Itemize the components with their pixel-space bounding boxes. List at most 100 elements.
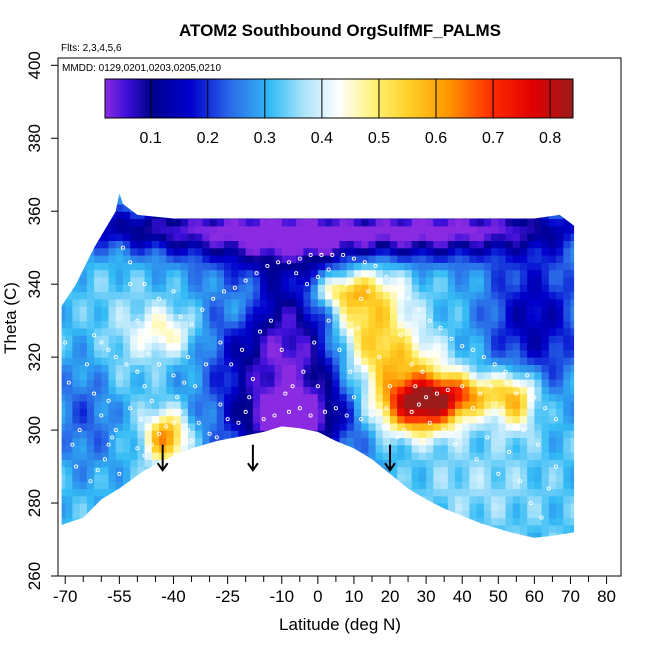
heatmap-cell	[94, 495, 102, 504]
sample-point	[528, 500, 533, 506]
heatmap-cell	[476, 291, 485, 300]
heatmap-cell	[303, 327, 312, 336]
heatmap-cell	[397, 255, 405, 263]
heatmap-cell	[332, 422, 341, 431]
heatmap-cell	[404, 240, 413, 249]
heatmap-cell	[440, 225, 449, 234]
heatmap-cell	[346, 532, 355, 538]
heatmap-cell	[310, 452, 319, 460]
heatmap-cell	[375, 386, 384, 395]
heatmap-cell	[397, 313, 405, 322]
heatmap-cell	[448, 182, 456, 190]
heatmap-cell	[353, 379, 362, 387]
sample-point	[460, 344, 465, 349]
heatmap-cell	[483, 452, 492, 460]
heatmap-cell	[144, 291, 153, 300]
sample-point	[77, 428, 82, 433]
heatmap-cell	[390, 503, 398, 511]
heatmap-cell	[166, 379, 175, 387]
heatmap-cell	[375, 211, 384, 220]
heatmap-cell	[137, 488, 146, 497]
heatmap-cell	[491, 430, 499, 438]
heatmap-cell	[173, 422, 182, 431]
heatmap-cell	[101, 225, 110, 234]
heatmap-cell	[245, 284, 254, 293]
sample-point	[138, 417, 144, 422]
heatmap-cell	[447, 466, 456, 475]
heatmap-cell	[498, 408, 507, 417]
heatmap-cell	[353, 269, 362, 278]
heatmap-cell	[462, 386, 470, 395]
heatmap-cell	[310, 203, 319, 212]
sample-point	[102, 457, 107, 462]
heatmap-cell	[61, 298, 66, 307]
heatmap-cell	[180, 262, 189, 271]
heatmap-cell	[195, 452, 203, 460]
heatmap-cell	[447, 379, 456, 387]
heatmap-cell	[361, 379, 369, 387]
heatmap-cell	[339, 313, 348, 322]
sample-point	[409, 362, 414, 367]
heatmap-cell	[209, 196, 218, 205]
heatmap-cell	[151, 233, 160, 241]
heatmap-cell	[173, 291, 182, 300]
sample-point	[395, 285, 400, 290]
sample-point	[427, 318, 432, 323]
heatmap-cell	[339, 192, 348, 198]
heatmap-cell	[72, 466, 81, 475]
heatmap-cell	[86, 364, 95, 373]
heatmap-cell	[527, 203, 535, 212]
heatmap-cell	[332, 415, 341, 424]
sample-point	[221, 289, 227, 294]
heatmap-cell	[166, 313, 175, 322]
heatmap-cell	[382, 437, 391, 446]
heatmap-cell	[202, 503, 211, 511]
heatmap-cell	[325, 422, 333, 431]
heatmap-cell	[202, 240, 211, 249]
heatmap-cell	[180, 342, 189, 351]
heatmap-cell	[368, 517, 377, 526]
heatmap-cell	[180, 379, 189, 387]
heatmap-cell	[115, 233, 124, 241]
heatmap-cell	[86, 466, 95, 475]
heatmap-cell	[245, 393, 254, 402]
heatmap-cell	[310, 218, 319, 227]
heatmap-cell	[202, 262, 211, 271]
heatmap-cell	[310, 400, 319, 409]
heatmap-cell	[79, 510, 88, 519]
heatmap-cell	[130, 218, 138, 227]
heatmap-cell	[476, 495, 485, 504]
heatmap-cell	[303, 240, 312, 249]
heatmap-cell	[411, 203, 420, 212]
heatmap-cell	[404, 211, 413, 220]
heatmap-cell	[173, 335, 182, 344]
heatmap-cell	[563, 233, 572, 241]
heatmap-cell	[382, 335, 391, 344]
heatmap-cell	[108, 225, 117, 234]
heatmap-cell	[390, 437, 398, 446]
heatmap-cell	[238, 495, 247, 504]
heatmap-cell	[440, 495, 449, 504]
heatmap-cell	[476, 371, 485, 380]
heatmap-cell	[195, 488, 203, 497]
heatmap-cell	[556, 524, 564, 533]
heatmap-cell	[216, 459, 225, 468]
heatmap-cell	[462, 291, 470, 300]
heatmap-cell	[570, 225, 575, 234]
heatmap-cell	[361, 371, 369, 380]
heatmap-cell	[267, 327, 276, 336]
heatmap-cell	[505, 284, 514, 293]
heatmap-cell	[267, 495, 276, 504]
heatmap-cell	[346, 503, 355, 511]
heatmap-cell	[440, 247, 449, 256]
heatmap-cell	[289, 386, 297, 395]
heatmap-cell	[368, 400, 377, 409]
heatmap-cell	[382, 466, 391, 475]
heatmap-cell	[382, 444, 391, 453]
heatmap-cell	[238, 276, 247, 285]
heatmap-cell	[86, 313, 95, 322]
heatmap-cell	[151, 437, 160, 446]
heatmap-cell	[267, 218, 276, 227]
heatmap-cell	[476, 524, 485, 533]
heatmap-cell	[491, 182, 499, 190]
